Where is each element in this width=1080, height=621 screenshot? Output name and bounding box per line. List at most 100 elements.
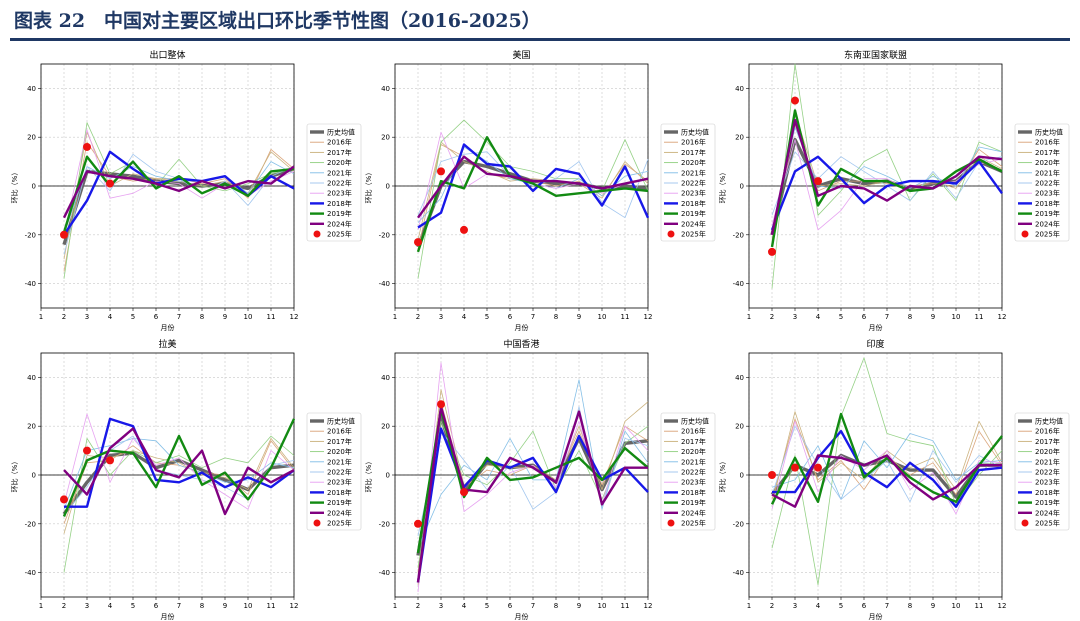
chart-title: 中国香港 [503, 338, 539, 350]
y-tick-label: 20 [381, 134, 390, 142]
x-tick-label: 5 [839, 602, 843, 610]
legend-label: 2021年 [1035, 457, 1060, 466]
x-tick-label: 6 [154, 602, 159, 610]
x-tick-label: 2 [770, 602, 774, 610]
legend-label: 2019年 [327, 209, 352, 218]
data-point-2025 [768, 471, 776, 479]
series-line [771, 63, 1003, 289]
legend-label: 2018年 [1035, 488, 1060, 497]
x-tick-label: 3 [793, 602, 797, 610]
y-axis-label: 环比（%） [10, 169, 19, 204]
series-line [417, 119, 649, 279]
legend-label: 2017年 [681, 437, 706, 446]
series-line [771, 433, 1003, 500]
legend-label: 2018年 [327, 488, 352, 497]
x-tick-label: 6 [862, 313, 867, 321]
x-tick-label: 7 [177, 313, 181, 321]
legend-box [660, 412, 716, 531]
y-tick-label: 20 [735, 423, 744, 431]
legend-marker [313, 519, 321, 527]
x-tick-label: 9 [577, 602, 581, 610]
x-tick-label: 8 [554, 602, 558, 610]
data-point-2025 [437, 167, 445, 176]
y-tick-label: -20 [25, 520, 36, 528]
x-tick-label: 2 [416, 602, 420, 610]
y-axis-label: 环比（%） [364, 458, 373, 493]
legend-label: 2021年 [327, 457, 352, 466]
series-line [417, 151, 649, 219]
series-line [416, 405, 648, 583]
x-tick-label: 1 [393, 313, 397, 321]
x-tick-label: 5 [485, 313, 489, 321]
y-tick-label: 40 [27, 374, 36, 382]
legend-label: 2023年 [681, 478, 706, 487]
legend-label: 2018年 [1035, 199, 1060, 208]
legend-label: 历史均值 [327, 128, 355, 137]
data-point-2025 [791, 463, 799, 472]
legend-label: 2019年 [1035, 498, 1060, 507]
x-tick-label: 9 [223, 602, 227, 610]
x-tick-label: 12 [290, 602, 299, 610]
legend-box [306, 123, 362, 242]
x-tick-label: 3 [85, 313, 89, 321]
legend-label: 2017年 [1035, 148, 1060, 157]
x-tick-label: 1 [39, 602, 43, 610]
legend-label: 2020年 [681, 158, 706, 167]
y-tick-label: 40 [735, 374, 744, 382]
y-tick-label: 20 [27, 423, 36, 431]
chart-panel: 美国1 2 3 4 5 6 7 8 9 10 11 12-40-2002040月份环比（%）历史均值2… [364, 49, 716, 332]
legend-label: 2016年 [681, 138, 706, 147]
x-axis-label: 月份 [869, 612, 883, 621]
x-tick-label: 10 [598, 602, 607, 610]
y-tick-label: -20 [379, 231, 390, 239]
x-tick-label: 9 [223, 313, 227, 321]
y-tick-label: 0 [32, 183, 36, 191]
x-tick-label: 7 [531, 602, 535, 610]
series-line [62, 165, 295, 219]
legend-label: 2016年 [327, 427, 352, 436]
legend-label: 2023年 [681, 189, 706, 198]
x-tick-label: 1 [747, 602, 751, 610]
legend-label: 2016年 [681, 427, 706, 436]
x-tick-label: 5 [131, 313, 135, 321]
x-tick-label: 12 [644, 602, 653, 610]
x-axis-label: 月份 [161, 323, 175, 332]
series-line [770, 412, 1003, 505]
y-tick-label: -20 [379, 520, 390, 528]
legend-label: 2016年 [327, 138, 352, 147]
x-tick-label: 3 [85, 602, 89, 610]
x-tick-label: 11 [621, 602, 630, 610]
legend-label: 历史均值 [681, 128, 709, 137]
x-axis-label: 月份 [869, 323, 883, 332]
y-tick-label: -40 [25, 569, 36, 577]
x-tick-label: 5 [131, 602, 135, 610]
x-tick-label: 9 [577, 313, 581, 321]
x-tick-label: 9 [931, 313, 935, 321]
legend-label: 2025年 [681, 519, 706, 528]
y-tick-label: -40 [733, 280, 744, 288]
series-line [63, 122, 295, 279]
series-line [772, 429, 1003, 508]
x-axis-label: 月份 [515, 323, 529, 332]
x-tick-label: 2 [62, 602, 66, 610]
chart-title: 美国 [512, 49, 530, 61]
page-header: 图表 22 中国对主要区域出口环比季节性图（2016-2025） [0, 0, 1080, 44]
x-tick-label: 12 [998, 602, 1007, 610]
legend-label: 2021年 [1035, 168, 1060, 177]
legend-label: 2025年 [327, 519, 352, 528]
series-line [417, 155, 649, 219]
x-tick-label: 6 [154, 313, 159, 321]
legend-label: 2019年 [1035, 209, 1060, 218]
x-tick-label: 1 [39, 313, 43, 321]
y-tick-label: -40 [733, 569, 744, 577]
series-line [770, 155, 1003, 231]
data-point-2025 [437, 400, 445, 409]
chart-title: 东南亚国家联盟 [844, 49, 907, 61]
legend-label: 2024年 [1035, 219, 1060, 228]
legend-label: 2024年 [327, 219, 352, 228]
series-line [416, 407, 649, 554]
x-tick-label: 4 [816, 313, 821, 321]
